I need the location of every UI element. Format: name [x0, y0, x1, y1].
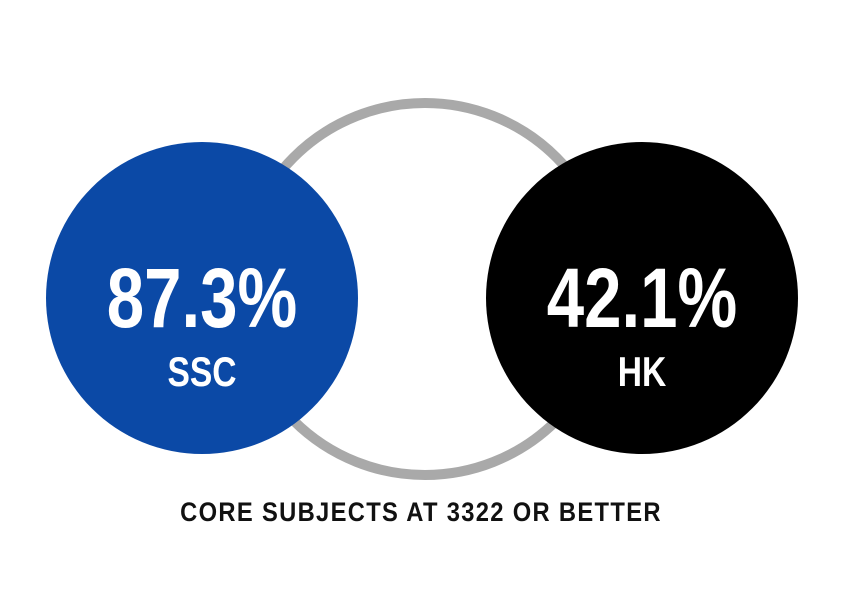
- caption: CORE SUBJECTS AT 3322 OR BETTER: [180, 498, 662, 528]
- stats: 87.3%SSC 42.1%HK: [46, 142, 798, 454]
- stat: 42.1%HK: [486, 142, 798, 454]
- stat-label: SSC: [167, 350, 236, 396]
- stat-label: HK: [618, 350, 667, 396]
- stat-figure: 42.1%: [547, 252, 738, 346]
- stat-circle: [46, 142, 358, 454]
- stat-figure: 87.3%: [107, 252, 298, 346]
- stat: 87.3%SSC: [46, 142, 358, 454]
- stat-circle: [486, 142, 798, 454]
